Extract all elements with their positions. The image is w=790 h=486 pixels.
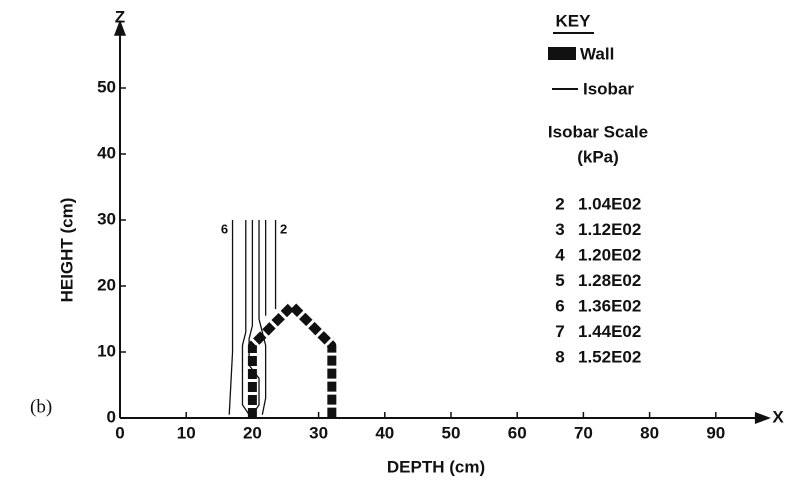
scale-level: 5 — [555, 271, 564, 290]
key-wall-swatch — [548, 47, 576, 60]
x-tick-label: 30 — [309, 423, 328, 442]
isobar-label: 2 — [280, 221, 287, 236]
isobar-label: 6 — [221, 221, 228, 236]
scale-value: 1.44E02 — [578, 322, 641, 341]
scale-value: 1.04E02 — [578, 194, 641, 213]
scale-unit: (kPa) — [577, 147, 619, 166]
scale-level: 6 — [555, 296, 564, 315]
y-axis-name: Z — [115, 7, 125, 26]
scale-value: 1.52E02 — [578, 347, 641, 366]
x-axis-name: X — [772, 407, 784, 426]
x-tick-label: 0 — [115, 423, 124, 442]
x-tick-label: 60 — [508, 423, 527, 442]
scale-level: 7 — [555, 322, 564, 341]
x-tick-label: 50 — [442, 423, 461, 442]
y-tick-label: 50 — [97, 77, 116, 96]
y-tick-label: 40 — [97, 143, 116, 162]
key-wall: Wall — [580, 44, 614, 63]
scale-level: 3 — [555, 220, 564, 239]
scale-value: 1.28E02 — [578, 271, 641, 290]
x-tick-label: 70 — [574, 423, 593, 442]
y-tick-label: 30 — [97, 209, 116, 228]
scale-level: 2 — [555, 194, 564, 213]
isobar — [241, 220, 250, 416]
scale-level: 8 — [555, 347, 564, 366]
isobar — [258, 220, 267, 415]
x-tick-label: 10 — [177, 423, 196, 442]
panel-label: (b) — [30, 396, 52, 417]
x-tick-label: 80 — [640, 423, 659, 442]
y-tick-label: 20 — [97, 275, 116, 294]
scale-value: 1.36E02 — [578, 296, 641, 315]
scale-title: Isobar Scale — [548, 122, 648, 141]
y-tick-label: 0 — [107, 407, 116, 426]
scale-level: 4 — [555, 245, 565, 264]
wall — [247, 301, 337, 418]
x-arrow — [754, 412, 771, 424]
x-tick-label: 20 — [243, 423, 262, 442]
y-tick-label: 10 — [97, 341, 116, 360]
x-tick-label: 90 — [706, 423, 725, 442]
key-title: KEY — [556, 11, 592, 30]
isobar — [228, 220, 234, 415]
scale-value: 1.20E02 — [578, 245, 641, 264]
y-arrow — [114, 19, 126, 36]
key-isobar: Isobar — [583, 79, 634, 98]
x-tick-label: 40 — [375, 423, 394, 442]
x-axis-label: DEPTH (cm) — [387, 457, 485, 476]
y-axis-label: HEIGHT (cm) — [57, 198, 76, 303]
scale-value: 1.12E02 — [578, 220, 641, 239]
